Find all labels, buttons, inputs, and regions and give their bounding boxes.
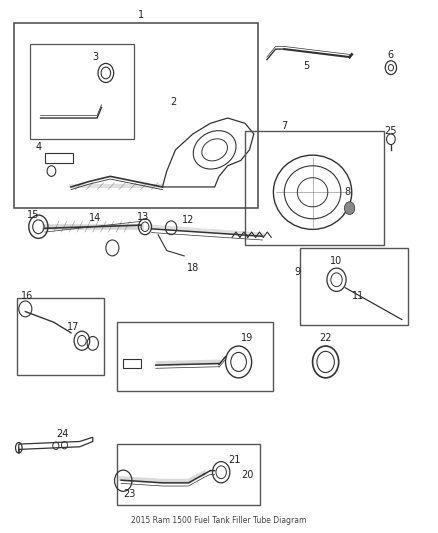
Text: 10: 10 xyxy=(330,256,343,266)
Text: 12: 12 xyxy=(182,215,195,225)
Text: 11: 11 xyxy=(352,290,364,301)
Text: 24: 24 xyxy=(56,429,68,439)
Text: 15: 15 xyxy=(27,209,39,220)
Text: 8: 8 xyxy=(344,187,350,197)
Text: 14: 14 xyxy=(89,213,101,223)
Text: 9: 9 xyxy=(294,267,300,277)
Text: 4: 4 xyxy=(35,142,42,152)
Text: 17: 17 xyxy=(67,322,79,333)
Text: 18: 18 xyxy=(187,263,199,272)
Bar xyxy=(14,22,258,208)
Text: 20: 20 xyxy=(241,470,254,480)
Bar xyxy=(117,444,260,505)
Text: 7: 7 xyxy=(281,121,287,131)
Bar xyxy=(45,152,73,163)
Bar xyxy=(117,322,273,391)
Text: 16: 16 xyxy=(21,290,34,301)
Text: 3: 3 xyxy=(92,52,98,62)
Text: 23: 23 xyxy=(124,489,136,499)
Text: 25: 25 xyxy=(384,126,396,136)
Bar xyxy=(123,359,141,368)
Bar xyxy=(300,248,408,325)
Text: 22: 22 xyxy=(319,333,332,343)
Circle shape xyxy=(344,202,355,215)
Text: 19: 19 xyxy=(241,333,254,343)
Text: 5: 5 xyxy=(303,61,309,71)
Text: 13: 13 xyxy=(137,212,149,222)
Text: 21: 21 xyxy=(228,455,240,465)
Text: 1: 1 xyxy=(138,10,144,20)
Text: 6: 6 xyxy=(388,51,394,60)
Text: 2015 Ram 1500 Fuel Tank Filler Tube Diagram: 2015 Ram 1500 Fuel Tank Filler Tube Diag… xyxy=(131,516,307,524)
Bar xyxy=(17,298,104,375)
Bar xyxy=(30,44,134,139)
Bar xyxy=(245,131,385,245)
Text: 2: 2 xyxy=(170,97,177,107)
